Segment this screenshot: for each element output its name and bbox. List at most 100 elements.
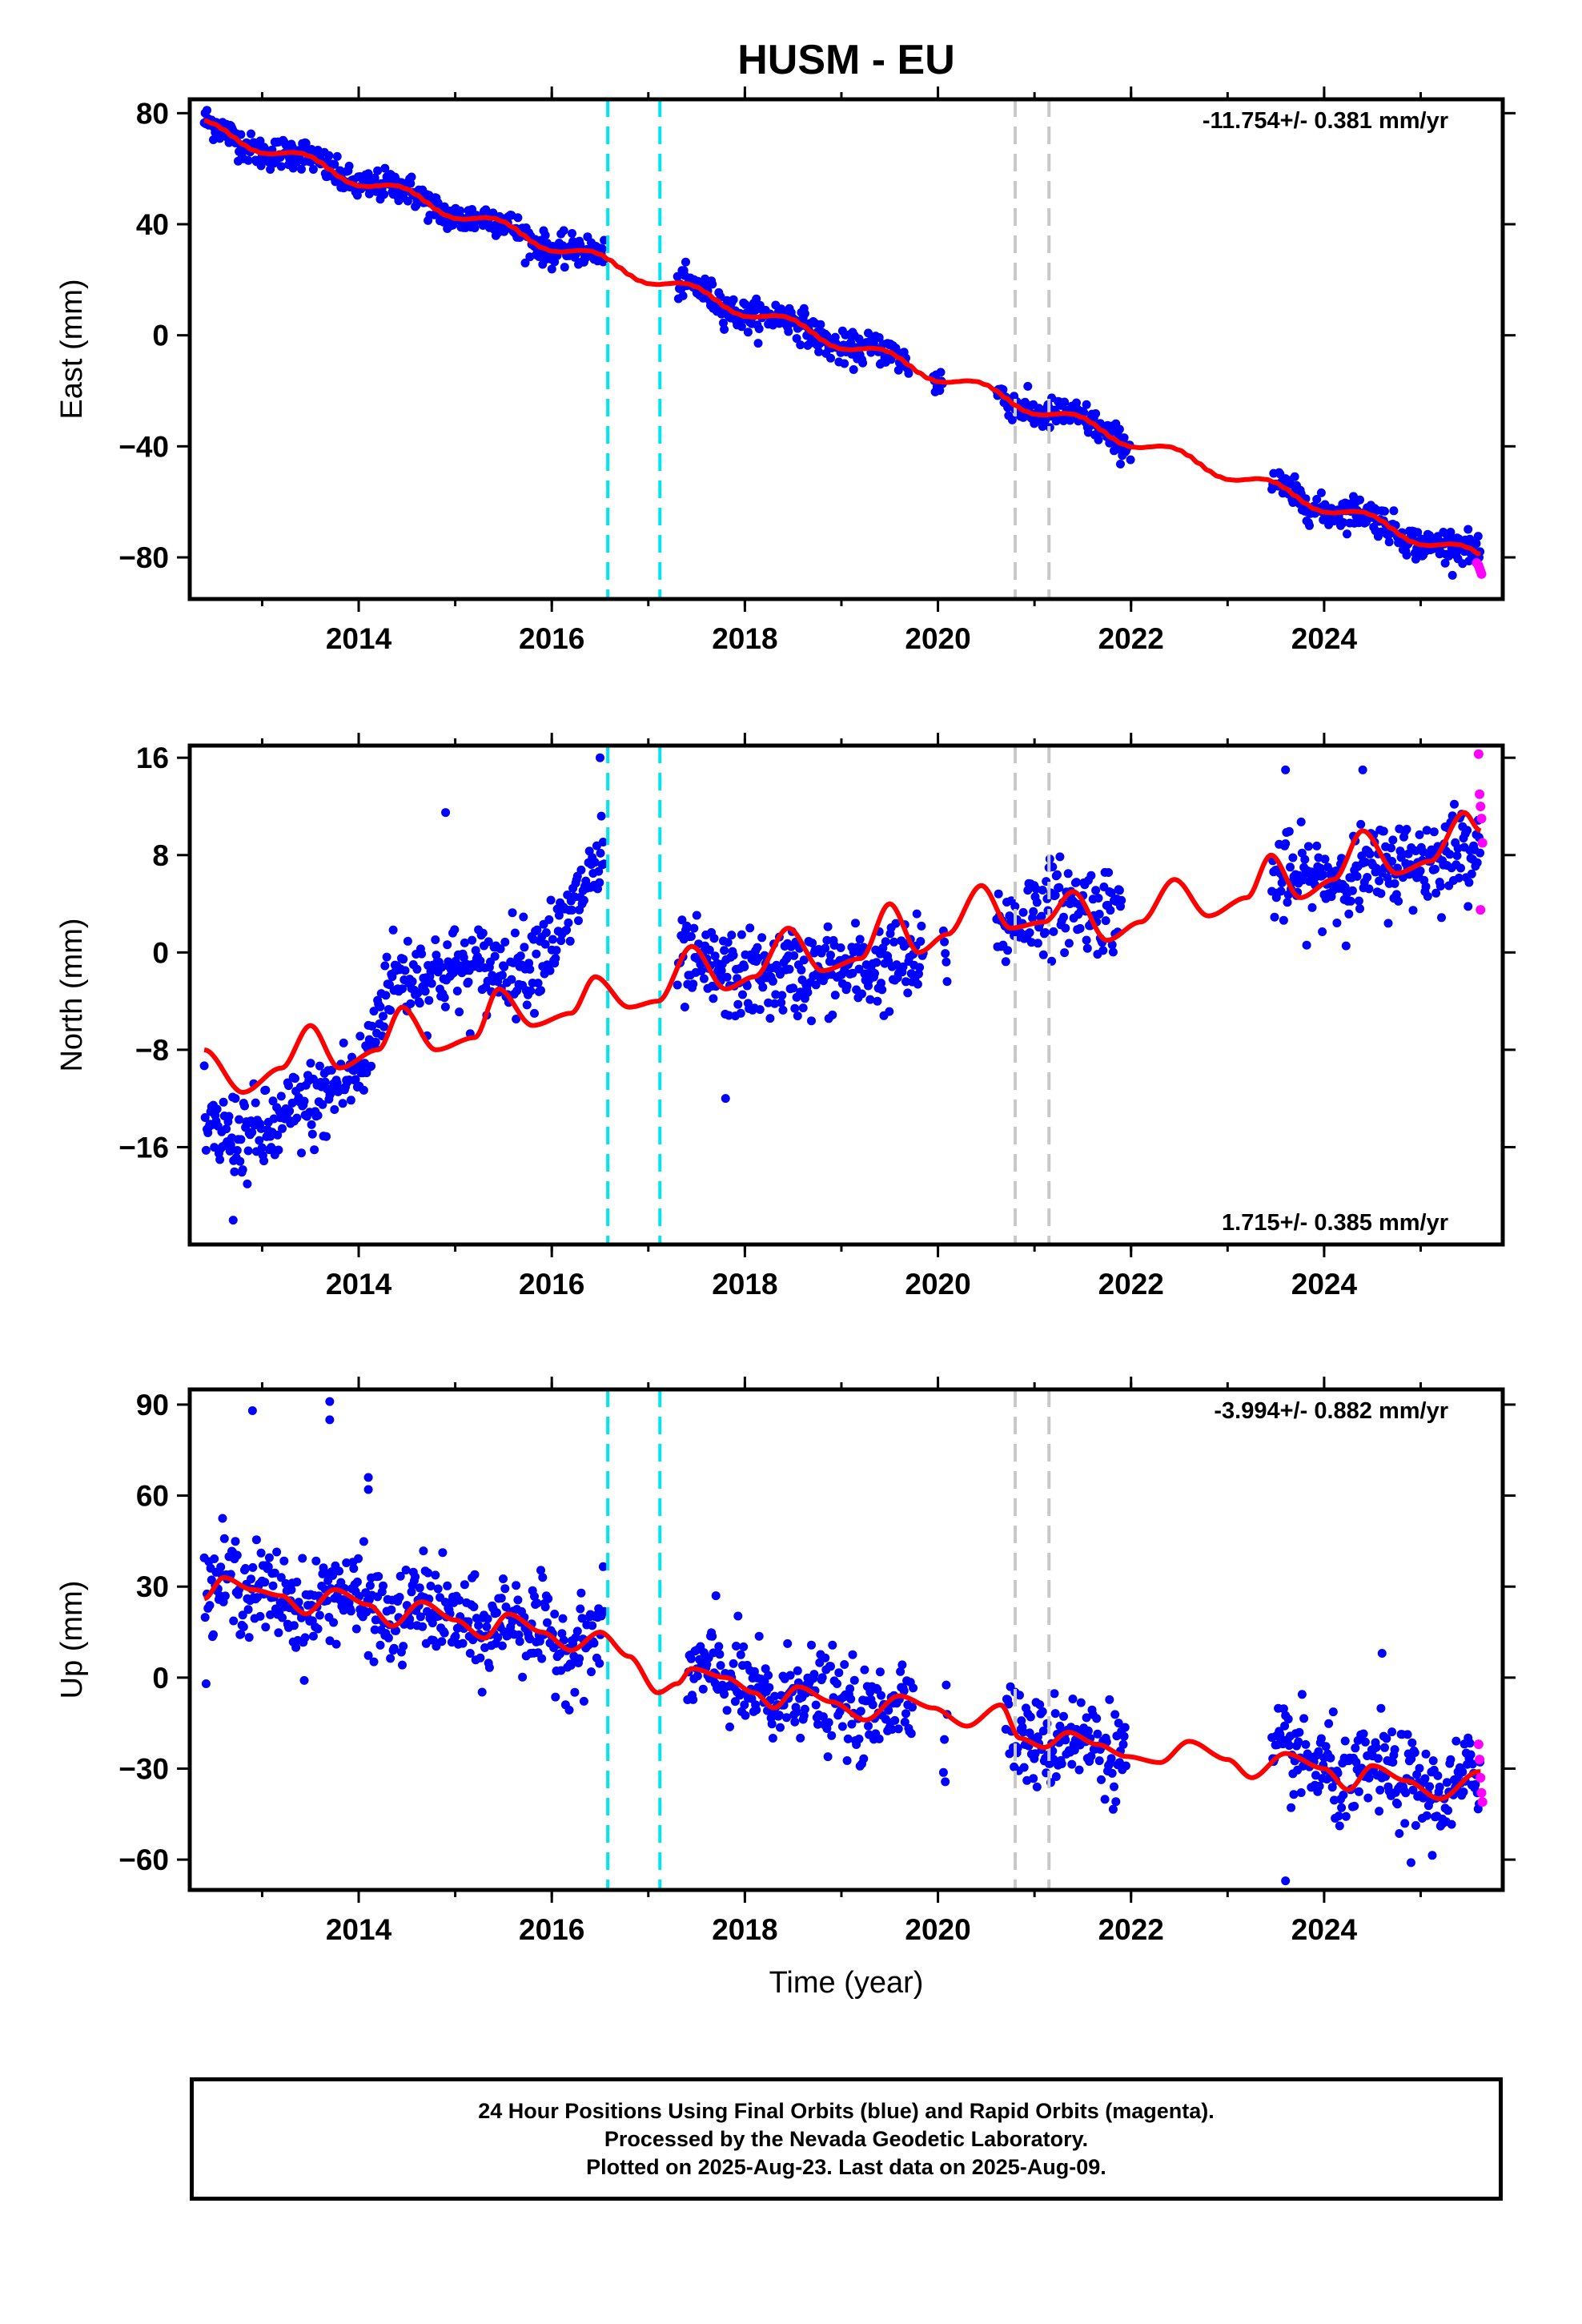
data-point bbox=[311, 1556, 321, 1566]
data-point bbox=[854, 1735, 864, 1743]
data-point bbox=[1026, 938, 1036, 947]
data-point bbox=[458, 1638, 468, 1648]
data-point bbox=[814, 347, 824, 356]
data-point bbox=[251, 1098, 260, 1108]
data-point bbox=[872, 958, 881, 967]
data-point bbox=[291, 1642, 301, 1652]
data-point bbox=[689, 1695, 698, 1704]
data-point bbox=[938, 1767, 948, 1777]
data-point bbox=[318, 1100, 327, 1109]
data-point bbox=[1421, 1749, 1431, 1759]
x-tick-label: 2018 bbox=[712, 1913, 777, 1946]
data-point bbox=[562, 925, 572, 935]
data-point bbox=[1360, 858, 1370, 866]
data-point bbox=[799, 1711, 809, 1720]
data-point bbox=[289, 1621, 299, 1630]
data-point bbox=[730, 1697, 740, 1707]
data-point bbox=[330, 1105, 339, 1114]
data-point bbox=[298, 1554, 307, 1563]
data-point bbox=[739, 1642, 749, 1651]
model-fit-line bbox=[203, 1574, 1481, 1802]
data-point bbox=[1388, 835, 1398, 845]
data-point bbox=[711, 1591, 721, 1601]
data-point bbox=[287, 142, 297, 151]
caption-line-orbits: 24 Hour Positions Using Final Orbits (bl… bbox=[478, 2098, 1215, 2123]
data-point bbox=[1341, 1811, 1351, 1821]
data-point bbox=[1007, 415, 1017, 424]
data-point bbox=[1464, 878, 1474, 887]
y-tick-label: 90 bbox=[136, 1389, 169, 1421]
data-point bbox=[387, 1605, 396, 1614]
data-point bbox=[367, 1061, 376, 1071]
data-point bbox=[574, 916, 583, 926]
data-point bbox=[1082, 943, 1092, 953]
data-point bbox=[824, 1718, 833, 1727]
data-point bbox=[579, 895, 588, 905]
data-point bbox=[722, 972, 732, 982]
data-point bbox=[842, 981, 852, 991]
data-point bbox=[1091, 409, 1101, 418]
data-point bbox=[722, 1706, 732, 1715]
data-point bbox=[369, 1657, 379, 1667]
data-point bbox=[1377, 1649, 1387, 1659]
data-point bbox=[699, 974, 709, 983]
data-point bbox=[818, 1712, 828, 1722]
data-point bbox=[307, 1129, 317, 1139]
data-point bbox=[1375, 876, 1384, 886]
data-point bbox=[386, 1654, 396, 1663]
data-point bbox=[1312, 841, 1322, 850]
data-point bbox=[1319, 870, 1328, 879]
data-point bbox=[873, 996, 882, 1006]
data-point bbox=[1033, 939, 1042, 948]
data-point bbox=[816, 320, 825, 329]
data-point bbox=[564, 918, 573, 927]
data-point bbox=[224, 1112, 234, 1121]
data-point bbox=[248, 1562, 258, 1572]
up-panel: 2014 2016 2018 2020 2022 2024 −60 −30 0 30 60 90 Up … bbox=[55, 1377, 1516, 2000]
data-point bbox=[898, 962, 908, 971]
data-point bbox=[1083, 1726, 1093, 1735]
data-point bbox=[903, 988, 913, 998]
data-point bbox=[1067, 1759, 1077, 1769]
data-point bbox=[1394, 896, 1403, 906]
data-point bbox=[941, 1777, 950, 1787]
data-point bbox=[389, 1643, 399, 1653]
rapid-orbit-points bbox=[1473, 1739, 1488, 1807]
data-point bbox=[893, 1724, 903, 1734]
data-point bbox=[363, 1485, 373, 1494]
data-point bbox=[857, 989, 866, 999]
data-point bbox=[465, 1649, 475, 1658]
data-point bbox=[575, 1654, 584, 1663]
data-point bbox=[708, 1631, 717, 1641]
data-point bbox=[431, 1570, 440, 1580]
data-point bbox=[516, 951, 525, 961]
data-point bbox=[576, 1604, 585, 1614]
data-point bbox=[692, 911, 701, 920]
data-point bbox=[1467, 869, 1476, 879]
data-point bbox=[1049, 927, 1058, 936]
data-point bbox=[260, 1578, 270, 1587]
data-point bbox=[1390, 1745, 1399, 1755]
data-point bbox=[530, 1008, 539, 1018]
data-point bbox=[284, 1081, 293, 1091]
data-point bbox=[800, 309, 809, 319]
data-point bbox=[556, 936, 566, 946]
data-point bbox=[723, 938, 733, 947]
data-point bbox=[548, 935, 557, 944]
data-point bbox=[1019, 1763, 1029, 1772]
data-point bbox=[577, 1614, 587, 1623]
data-point bbox=[767, 1719, 777, 1729]
data-point bbox=[499, 1574, 508, 1583]
data-point bbox=[1388, 1758, 1398, 1767]
data-point bbox=[276, 1092, 286, 1101]
data-point bbox=[1375, 1807, 1384, 1816]
data-point bbox=[220, 1591, 230, 1601]
data-point bbox=[1391, 890, 1401, 899]
data-point bbox=[438, 1548, 448, 1558]
data-point bbox=[837, 1722, 847, 1731]
caption-line-processor: Processed by the Nevada Geodetic Laborat… bbox=[604, 2126, 1089, 2151]
data-point bbox=[359, 1537, 368, 1546]
x-tick-label: 2014 bbox=[326, 622, 392, 655]
data-point bbox=[1283, 1715, 1293, 1724]
data-point bbox=[1464, 525, 1473, 534]
